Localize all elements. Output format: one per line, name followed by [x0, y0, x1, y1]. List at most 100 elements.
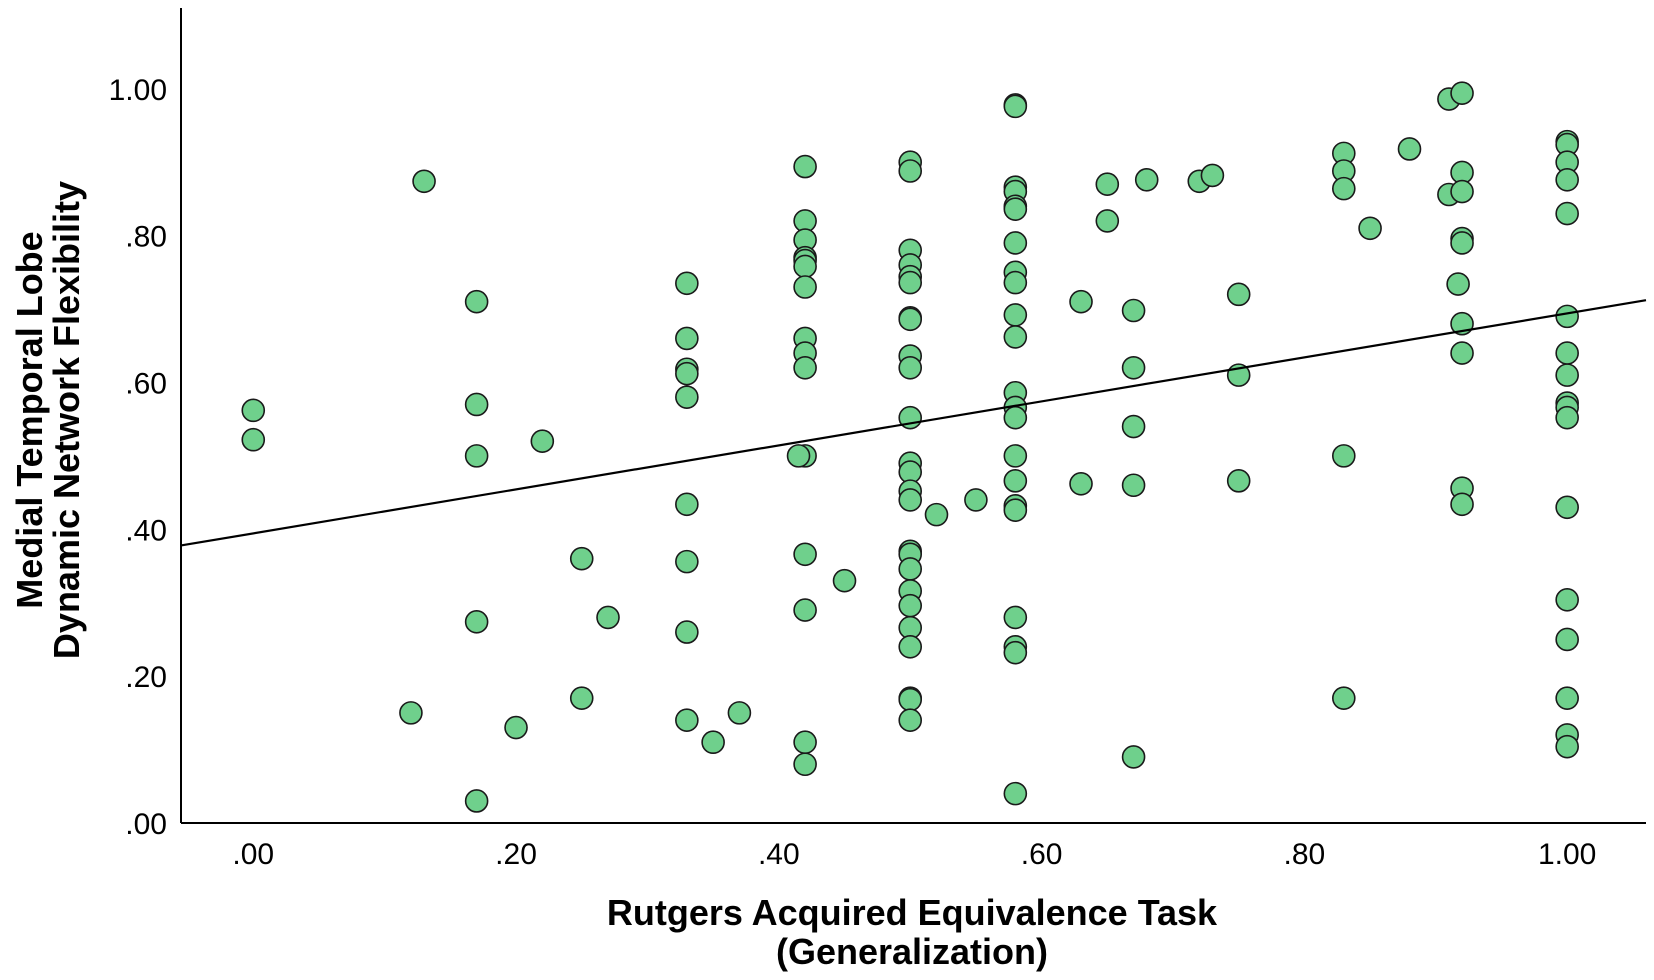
data-point: [1226, 469, 1251, 493]
data-point: [412, 169, 436, 194]
data-point: [898, 488, 923, 512]
fit-line: [180, 299, 1647, 547]
data-point: [464, 444, 489, 468]
data-point: [793, 154, 817, 179]
data-point: [1555, 304, 1579, 329]
data-point: [241, 398, 266, 423]
data-point: [898, 593, 923, 618]
data-point: [1003, 605, 1028, 630]
data-point: [898, 307, 923, 332]
data-point: [832, 568, 857, 593]
data-point: [701, 730, 725, 755]
data-point: [1003, 469, 1028, 493]
data-point: [596, 605, 620, 630]
x-tick-label: .20: [495, 838, 537, 871]
data-point: [1003, 231, 1028, 255]
data-point: [675, 361, 699, 386]
data-point: [1003, 270, 1028, 295]
data-point: [675, 326, 699, 351]
data-point: [1555, 405, 1579, 430]
data-point: [793, 752, 817, 777]
data-point: [1555, 686, 1579, 710]
data-point: [727, 701, 752, 725]
data-point: [1095, 209, 1120, 233]
data-point: [1003, 781, 1028, 806]
data-point: [793, 598, 817, 622]
data-point: [1003, 94, 1028, 119]
data-point: [1069, 289, 1093, 314]
data-point: [1226, 282, 1251, 307]
data-point: [1450, 179, 1474, 204]
data-point: [1003, 444, 1028, 468]
y-tick-label: 1.00: [109, 74, 167, 107]
data-point: [793, 254, 817, 279]
data-point: [675, 271, 699, 296]
x-tick-label: .40: [758, 838, 800, 871]
data-point: [464, 392, 489, 417]
data-point: [675, 620, 699, 644]
data-point: [399, 701, 423, 725]
data-point: [241, 427, 266, 452]
data-point: [1121, 414, 1146, 439]
y-axis-title-line-2: Dynamic Network Flexibility: [46, 181, 87, 659]
x-tick-label: .60: [1021, 838, 1063, 871]
data-point: [1555, 363, 1579, 387]
data-point: [1121, 355, 1146, 380]
data-point: [1450, 81, 1474, 105]
data-point: [793, 542, 817, 567]
data-point: [504, 715, 528, 740]
data-point: [530, 429, 555, 453]
x-tick-label: .80: [1284, 838, 1326, 871]
data-point: [793, 355, 817, 380]
data-point: [1555, 627, 1579, 652]
y-tick-label: .20: [125, 661, 167, 694]
data-point: [1069, 471, 1093, 496]
data-point: [1450, 231, 1474, 255]
data-point: [786, 444, 811, 468]
data-point: [464, 289, 489, 314]
y-tick-label: .00: [125, 808, 167, 841]
data-point: [1003, 640, 1028, 665]
data-point: [464, 789, 489, 813]
data-point: [1095, 172, 1120, 197]
data-point: [898, 708, 923, 733]
data-point: [1121, 298, 1146, 323]
data-point: [1358, 216, 1382, 241]
data-point: [898, 159, 923, 183]
data-point: [1555, 495, 1579, 520]
data-point: [675, 385, 699, 409]
y-tick-label: .60: [125, 367, 167, 400]
data-point: [1450, 341, 1474, 365]
y-axis-title-line-1: Medial Temporal Lobe: [9, 231, 50, 608]
data-point: [1555, 201, 1579, 226]
data-point: [964, 488, 988, 512]
data-point: [569, 686, 594, 710]
data-point: [1003, 325, 1028, 349]
data-point: [1450, 492, 1474, 517]
data-point: [1555, 587, 1579, 612]
data-point: [1003, 303, 1028, 327]
data-point: [675, 549, 699, 574]
data-point: [898, 557, 923, 581]
x-axis-title-line-1: Rutgers Acquired Equivalence Task: [607, 892, 1218, 933]
data-point: [1446, 272, 1470, 296]
x-axis-ticks: .00 .20 .40 .60 .80 1.00: [232, 838, 1596, 871]
x-tick-label: .00: [232, 838, 274, 871]
data-point: [1003, 197, 1028, 221]
data-point: [898, 687, 923, 712]
y-tick-label: .40: [125, 514, 167, 547]
data-point: [1003, 498, 1028, 523]
data-point: [1200, 163, 1225, 188]
data-point: [924, 502, 949, 527]
data-point: [1332, 176, 1356, 201]
data-point: [464, 610, 489, 634]
data-point: [1397, 137, 1422, 161]
plot-area: [180, 81, 1647, 813]
data-point: [1003, 405, 1028, 430]
data-point: [1332, 444, 1356, 468]
y-tick-label: .80: [125, 221, 167, 254]
data-point: [1555, 734, 1579, 759]
data-point: [1121, 473, 1146, 498]
y-axis-ticks: .00 .20 .40 .60 .80 1.00: [109, 74, 167, 841]
data-point: [1121, 745, 1146, 769]
